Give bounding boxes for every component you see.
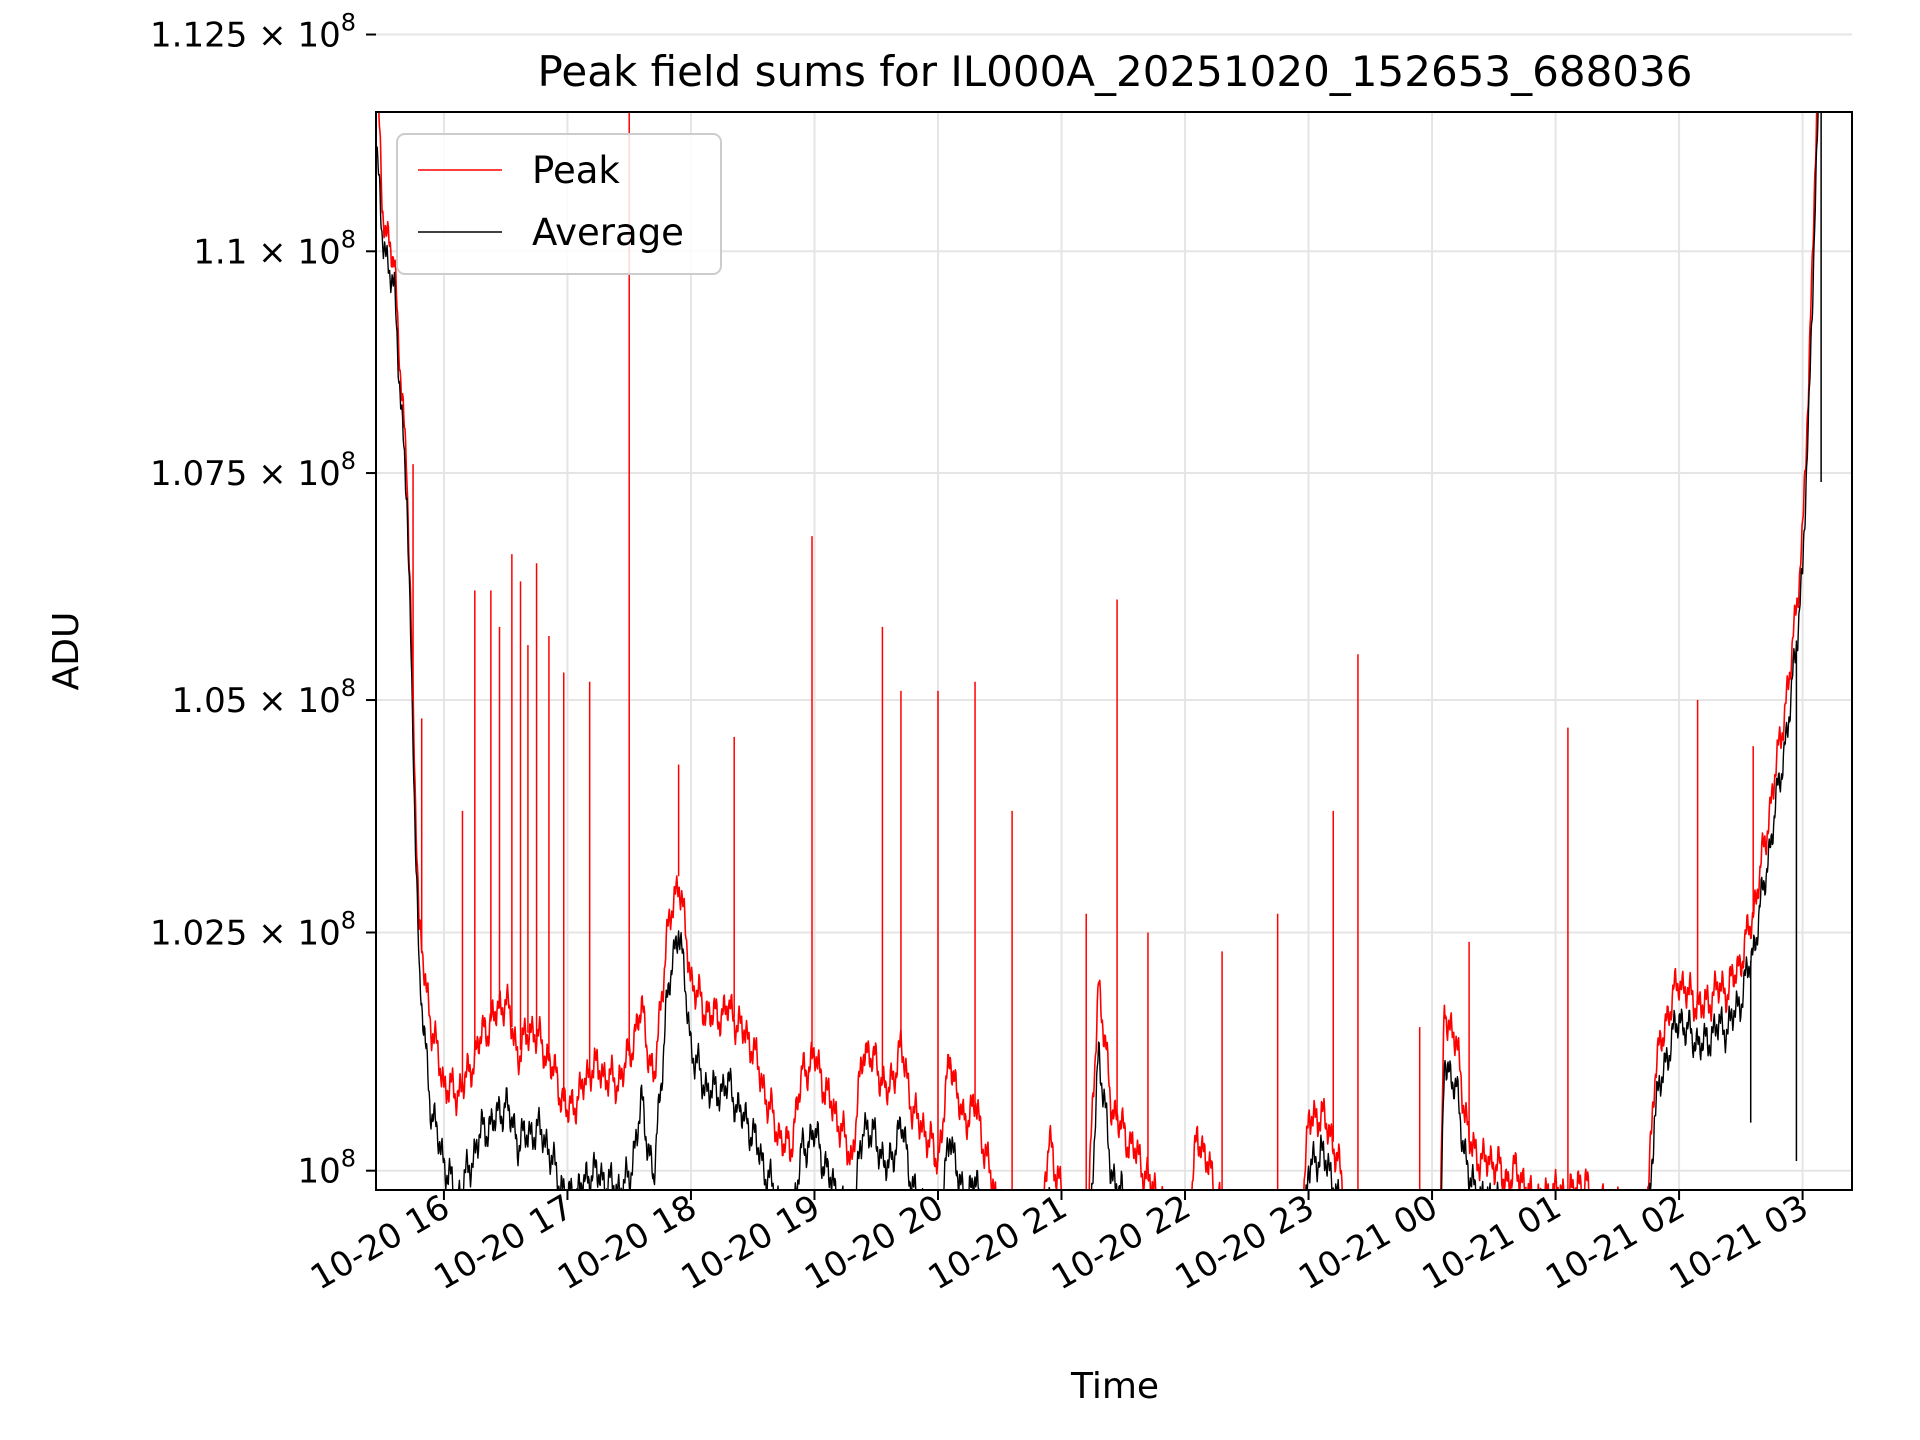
y-tick-exponent: 8 bbox=[341, 906, 356, 934]
series-line-peak bbox=[378, 112, 1818, 1190]
legend-box bbox=[396, 133, 722, 275]
y-tick-exponent: 8 bbox=[341, 1145, 356, 1173]
y-tick-label: 1.125 × 108 bbox=[150, 9, 356, 56]
y-tick-exponent: 8 bbox=[341, 225, 356, 253]
y-tick-label: 1.05 × 108 bbox=[172, 674, 356, 721]
series-line-average bbox=[376, 112, 1819, 1190]
legend-label-peak: Peak bbox=[532, 149, 620, 192]
y-tick-exponent: 8 bbox=[341, 447, 356, 475]
y-tick-exponent: 8 bbox=[341, 674, 356, 702]
x-axis-label: Time bbox=[1070, 1366, 1159, 1407]
y-tick-mantissa: 10 bbox=[297, 1152, 340, 1192]
y-tick-mantissa: 1.125 × 10 bbox=[150, 16, 341, 56]
y-tick-mantissa: 1.025 × 10 bbox=[150, 913, 341, 953]
y-tick-label: 1.025 × 108 bbox=[150, 906, 356, 953]
grid-lines bbox=[376, 33, 1852, 1190]
y-tick-mantissa: 1.05 × 10 bbox=[172, 681, 341, 721]
chart-title: Peak field sums for IL000A_20251020_1526… bbox=[538, 47, 1693, 96]
y-tick-label: 1.075 × 108 bbox=[150, 447, 356, 494]
y-axis-label: ADU bbox=[46, 612, 87, 691]
y-tick-mantissa: 1.075 × 10 bbox=[150, 454, 341, 494]
legend-label-average: Average bbox=[532, 211, 684, 254]
y-tick-mantissa: 1.1 × 10 bbox=[193, 232, 340, 272]
legend: Peak Average bbox=[396, 133, 722, 275]
y-tick-exponent: 8 bbox=[341, 9, 356, 37]
series-layer bbox=[376, 112, 1822, 1190]
y-tick-label: 1.1 × 108 bbox=[193, 225, 356, 272]
plot-frame bbox=[375, 111, 1853, 1191]
y-tick-label: 108 bbox=[297, 1145, 356, 1192]
